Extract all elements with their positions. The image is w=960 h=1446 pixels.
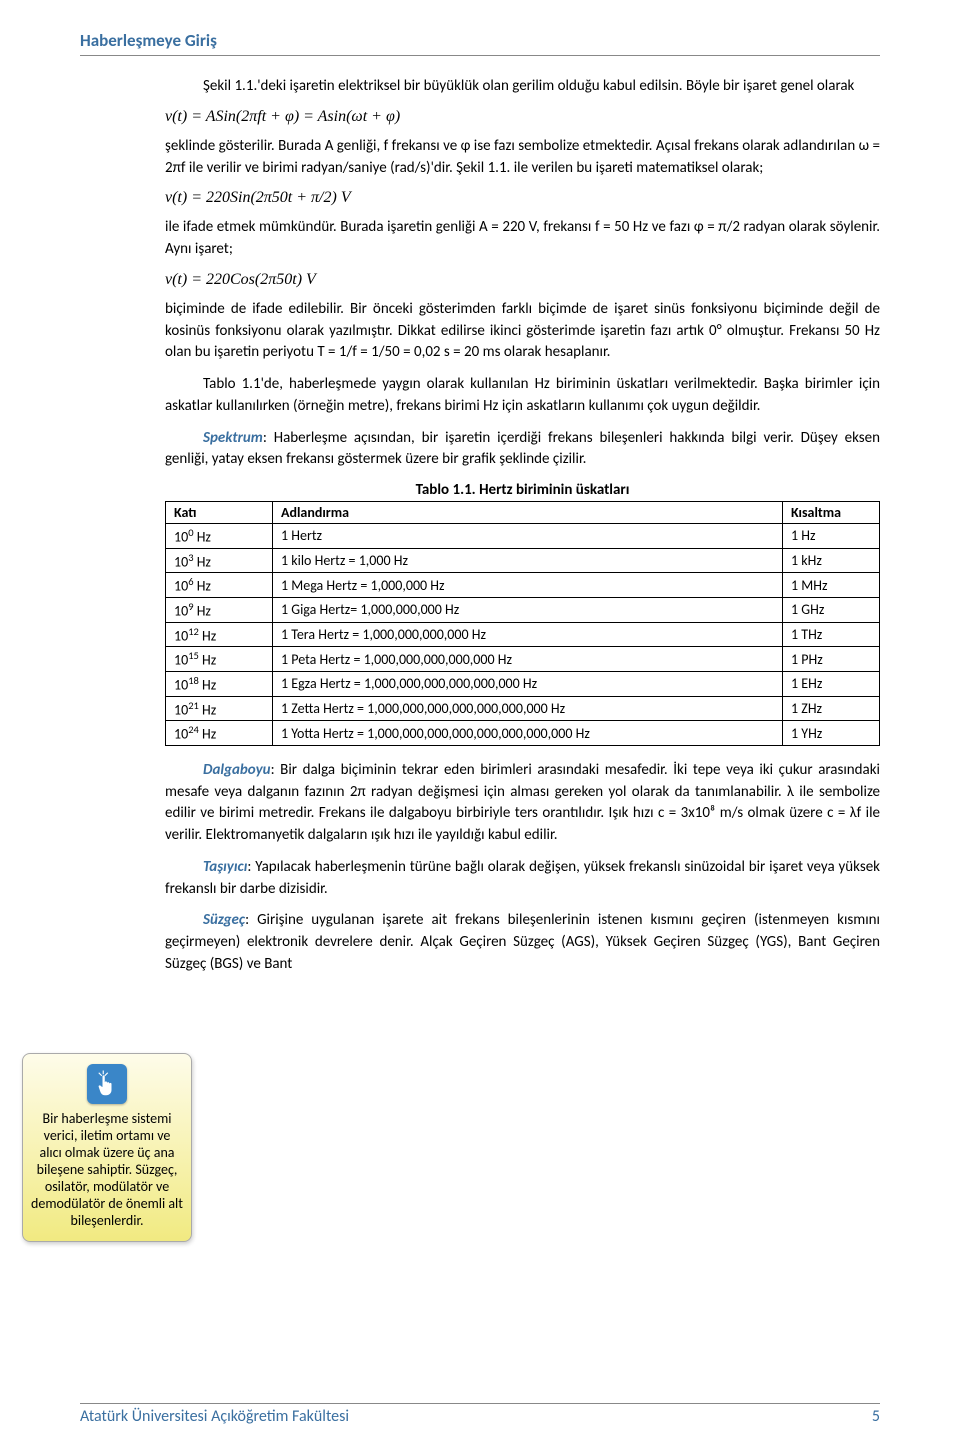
table-cell: 1 Giga Hertz= 1,000,000,000 Hz xyxy=(273,597,783,622)
table-cell: 1 ZHz xyxy=(783,696,880,721)
table-cell: 106 Hz xyxy=(166,573,273,598)
table-cell: 1 MHz xyxy=(783,573,880,598)
header-rule xyxy=(80,55,880,56)
paragraph: Dalgaboyu: Bir dalga biçiminin tekrar ed… xyxy=(165,760,880,847)
table-cell: 1 Tera Hertz = 1,000,000,000,000 Hz xyxy=(273,622,783,647)
table-row: 1024 Hz1 Yotta Hertz = 1,000,000,000,000… xyxy=(166,721,880,746)
callout-text: Bir haberleşme sistemi verici, iletim or… xyxy=(31,1110,183,1229)
sidebar-callout: Bir haberleşme sistemi verici, iletim or… xyxy=(22,1053,192,1242)
paragraph-text: : Haberleşme açısından, bir işaretin içe… xyxy=(165,429,880,469)
formula: v(t) = 220Sin(2π50t + π/2) V xyxy=(165,189,880,207)
table-row: 100 Hz1 Hertz1 Hz xyxy=(166,524,880,549)
table-header-cell: Katı xyxy=(166,502,273,524)
hertz-table: Katı Adlandırma Kısaltma 100 Hz1 Hertz1 … xyxy=(165,501,880,746)
paragraph: Şekil 1.1.'deki işaretin elektriksel bir… xyxy=(165,76,880,98)
table-cell: 1 THz xyxy=(783,622,880,647)
table-row: 109 Hz1 Giga Hertz= 1,000,000,000 Hz1 GH… xyxy=(166,597,880,622)
page-footer: Atatürk Üniversitesi Açıköğretim Fakülte… xyxy=(80,1403,880,1426)
table-header-cell: Kısaltma xyxy=(783,502,880,524)
term-dalgaboyu: Dalgaboyu xyxy=(203,761,271,779)
footer-rule xyxy=(80,1403,880,1404)
paragraph: ile ifade etmek mümkündür. Burada işaret… xyxy=(165,217,880,261)
table-cell: 1015 Hz xyxy=(166,647,273,672)
pointer-icon xyxy=(87,1064,127,1104)
table-cell: 103 Hz xyxy=(166,548,273,573)
table-cell: 1 Egza Hertz = 1,000,000,000,000,000,000… xyxy=(273,671,783,696)
paragraph: Tablo 1.1'de, haberleşmede yaygın olarak… xyxy=(165,374,880,418)
table-cell: 1 Hertz xyxy=(273,524,783,549)
table-cell: 1 Mega Hertz = 1,000,000 Hz xyxy=(273,573,783,598)
table-cell: 1 Zetta Hertz = 1,000,000,000,000,000,00… xyxy=(273,696,783,721)
table-row: 1012 Hz1 Tera Hertz = 1,000,000,000,000 … xyxy=(166,622,880,647)
formula: v(t) = ASin(2πft + φ) = Asin(ωt + φ) xyxy=(165,108,880,126)
table-cell: 1 Yotta Hertz = 1,000,000,000,000,000,00… xyxy=(273,721,783,746)
table-cell: 1 kilo Hertz = 1,000 Hz xyxy=(273,548,783,573)
table-row: 1021 Hz1 Zetta Hertz = 1,000,000,000,000… xyxy=(166,696,880,721)
table-cell: 100 Hz xyxy=(166,524,273,549)
table-cell: 1 YHz xyxy=(783,721,880,746)
table-row: 106 Hz1 Mega Hertz = 1,000,000 Hz1 MHz xyxy=(166,573,880,598)
term-spektrum: Spektrum xyxy=(203,429,263,447)
table-row: 103 Hz1 kilo Hertz = 1,000 Hz1 kHz xyxy=(166,548,880,573)
formula: v(t) = 220Cos(2π50t) V xyxy=(165,271,880,289)
table-cell: 1021 Hz xyxy=(166,696,273,721)
paragraph: Süzgeç: Girişine uygulanan işarete ait f… xyxy=(165,910,880,975)
paragraph: Spektrum: Haberleşme açısından, bir işar… xyxy=(165,428,880,472)
table-caption: Tablo 1.1. Hertz biriminin üskatları xyxy=(165,481,880,499)
paragraph: Taşıyıcı: Yapılacak haberleşmenin türüne… xyxy=(165,857,880,901)
table-cell: 1 GHz xyxy=(783,597,880,622)
term-suzgec: Süzgeç xyxy=(203,911,245,929)
table-cell: 1 Peta Hertz = 1,000,000,000,000,000 Hz xyxy=(273,647,783,672)
paragraph-text: : Girişine uygulanan işarete ait frekans… xyxy=(165,911,880,973)
table-row: 1015 Hz1 Peta Hertz = 1,000,000,000,000,… xyxy=(166,647,880,672)
paragraph: şeklinde gösterilir. Burada A genliği, f… xyxy=(165,136,880,180)
table-row: 1018 Hz1 Egza Hertz = 1,000,000,000,000,… xyxy=(166,671,880,696)
table-cell: 109 Hz xyxy=(166,597,273,622)
paragraph-text: : Bir dalga biçiminin tekrar eden biriml… xyxy=(165,761,880,844)
table-cell: 1024 Hz xyxy=(166,721,273,746)
table-cell: 1 EHz xyxy=(783,671,880,696)
table-cell: 1012 Hz xyxy=(166,622,273,647)
footer-page-number: 5 xyxy=(872,1407,880,1426)
page-header: Haberleşmeye Giriş xyxy=(80,30,880,51)
main-content: Şekil 1.1.'deki işaretin elektriksel bir… xyxy=(165,76,880,976)
footer-org: Atatürk Üniversitesi Açıköğretim Fakülte… xyxy=(80,1407,349,1426)
table-cell: 1018 Hz xyxy=(166,671,273,696)
table-cell: 1 PHz xyxy=(783,647,880,672)
table-cell: 1 Hz xyxy=(783,524,880,549)
table-cell: 1 kHz xyxy=(783,548,880,573)
table-header-cell: Adlandırma xyxy=(273,502,783,524)
paragraph-text: : Yapılacak haberleşmenin türüne bağlı o… xyxy=(165,858,880,898)
term-tasiyici: Taşıyıcı xyxy=(203,858,247,876)
table-header-row: Katı Adlandırma Kısaltma xyxy=(166,502,880,524)
paragraph: biçiminde de ifade edilebilir. Bir öncek… xyxy=(165,299,880,364)
